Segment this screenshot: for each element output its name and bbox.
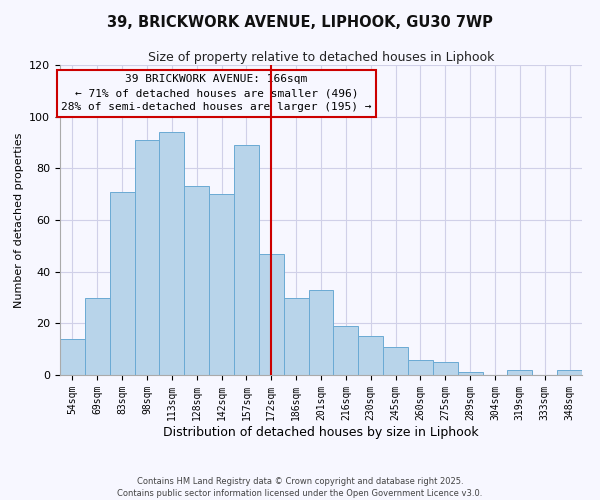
Bar	[209, 194, 234, 375]
Bar	[160, 132, 184, 375]
X-axis label: Distribution of detached houses by size in Liphook: Distribution of detached houses by size …	[163, 426, 479, 438]
Bar	[184, 186, 209, 375]
Bar	[458, 372, 482, 375]
Bar	[508, 370, 532, 375]
Text: 39, BRICKWORK AVENUE, LIPHOOK, GU30 7WP: 39, BRICKWORK AVENUE, LIPHOOK, GU30 7WP	[107, 15, 493, 30]
Bar	[557, 370, 582, 375]
Bar	[85, 298, 110, 375]
Bar	[234, 145, 259, 375]
Bar	[334, 326, 358, 375]
Bar	[134, 140, 160, 375]
Bar	[60, 339, 85, 375]
Bar	[284, 298, 308, 375]
Bar	[408, 360, 433, 375]
Bar	[433, 362, 458, 375]
Bar	[110, 192, 134, 375]
Bar	[259, 254, 284, 375]
Bar	[358, 336, 383, 375]
Bar	[308, 290, 334, 375]
Bar	[383, 346, 408, 375]
Text: 39 BRICKWORK AVENUE: 166sqm
← 71% of detached houses are smaller (496)
28% of se: 39 BRICKWORK AVENUE: 166sqm ← 71% of det…	[61, 74, 372, 112]
Text: Contains HM Land Registry data © Crown copyright and database right 2025.
Contai: Contains HM Land Registry data © Crown c…	[118, 476, 482, 498]
Y-axis label: Number of detached properties: Number of detached properties	[14, 132, 23, 308]
Title: Size of property relative to detached houses in Liphook: Size of property relative to detached ho…	[148, 51, 494, 64]
